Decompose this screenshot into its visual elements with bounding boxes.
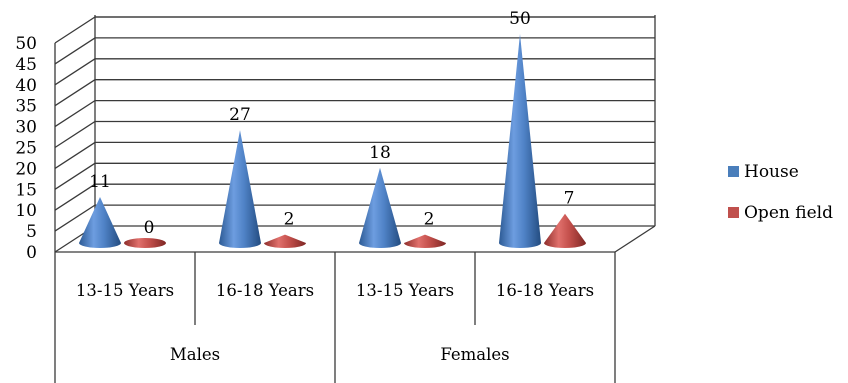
- data-label: 7: [564, 189, 575, 209]
- y-tick-label: 10: [15, 201, 37, 221]
- y-tick-label: 45: [15, 55, 37, 75]
- cone-house: [219, 130, 261, 248]
- y-tick-label: 40: [15, 76, 37, 96]
- legend: House Open field: [728, 162, 833, 223]
- category-label: 13-15 Years: [356, 281, 454, 300]
- category-label: 13-15 Years: [76, 281, 174, 300]
- y-tick-label: 50: [15, 34, 37, 54]
- gridlines: [54, 15, 656, 253]
- legend-swatch-open-field: [728, 207, 739, 218]
- gridline: [54, 162, 655, 190]
- gridline: [54, 99, 655, 128]
- data-label: 0: [144, 218, 155, 238]
- plot-marks: 11 0 27 2 18 2 50 7: [79, 9, 586, 248]
- gridline: [54, 141, 655, 169]
- data-label: 18: [369, 143, 391, 163]
- gridline: [54, 79, 655, 107]
- floor-right-edge: [614, 225, 656, 253]
- gridline: [54, 58, 655, 86]
- gridline: [54, 16, 655, 44]
- cone-open-field: [264, 234, 306, 248]
- data-label: 50: [509, 9, 531, 29]
- data-label: 2: [284, 210, 295, 230]
- data-label: 2: [424, 210, 435, 230]
- cone-house: [79, 197, 121, 248]
- y-tick-label: 0: [26, 243, 37, 263]
- y-tick-label: 25: [15, 139, 37, 159]
- legend-label: House: [744, 162, 799, 182]
- cone-house: [499, 34, 541, 248]
- data-label: 27: [229, 105, 251, 125]
- legend-label: Open field: [744, 203, 833, 223]
- legend-swatch-house: [728, 166, 739, 177]
- category-axis-frame: 13-15 Years 16-18 Years 13-15 Years 16-18 Y…: [54, 225, 656, 383]
- cone-open-field: [124, 238, 166, 248]
- data-label: 11: [89, 172, 111, 192]
- gridline: [54, 37, 655, 65]
- cone-open-field: [544, 213, 586, 248]
- group-label: Females: [440, 345, 509, 364]
- y-tick-label: 5: [26, 222, 37, 242]
- cone-open-field: [404, 234, 446, 248]
- y-tick-label: 35: [15, 97, 37, 117]
- category-label: 16-18 Years: [216, 281, 314, 300]
- cone-house: [359, 167, 401, 248]
- y-tick-label: 30: [15, 118, 37, 138]
- y-tick-label: 15: [15, 180, 37, 200]
- gridline: [54, 120, 655, 149]
- category-label: 16-18 Years: [496, 281, 594, 300]
- y-tick-label: 20: [15, 159, 37, 179]
- group-label: Males: [170, 345, 220, 364]
